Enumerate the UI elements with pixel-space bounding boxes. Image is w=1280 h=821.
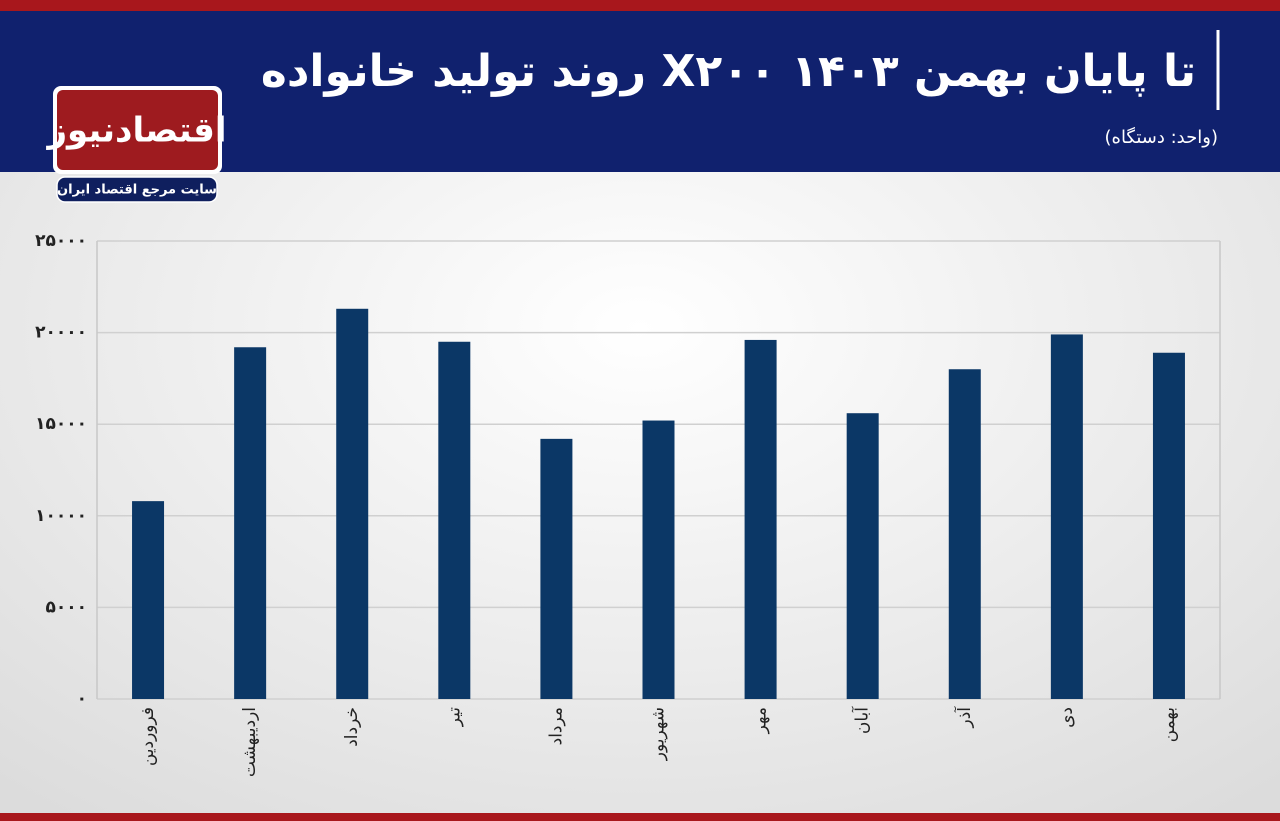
bar (948, 369, 981, 699)
logo-tagline: سایت مرجع اقتصاد ایران (57, 183, 217, 198)
bar (132, 501, 165, 699)
chart-subtitle: (واحد: دستگاه) (1104, 126, 1218, 148)
y-tick-label: ۲۵۰۰۰ (35, 231, 87, 251)
logo-tagline-box (56, 176, 218, 203)
bar (234, 347, 267, 699)
bar (1152, 352, 1185, 699)
y-tick-label: ۱۵۰۰۰ (35, 414, 87, 434)
logo-box (57, 90, 218, 170)
x-tick-label: آذر (953, 706, 975, 729)
bar (336, 308, 369, 699)
bar (642, 420, 675, 699)
bar (846, 413, 879, 699)
y-tick-label: ۰ (77, 689, 87, 709)
x-tick-label: اردیبهشت (240, 707, 260, 777)
x-tick-label: آبان (851, 706, 873, 734)
x-tick-label: فروردین (138, 707, 158, 766)
top-strip (0, 0, 1280, 11)
x-tick-label: خرداد (342, 707, 362, 747)
x-tick-label: تیر (444, 707, 464, 728)
x-tick-label: مرداد (546, 707, 566, 745)
x-tick-label: مهر (751, 707, 771, 734)
x-tick-label: شهریور (649, 707, 669, 761)
y-tick-label: ۵۰۰۰ (45, 597, 87, 617)
bar (438, 341, 471, 699)
x-tick-label: بهمن (1159, 707, 1179, 742)
logo-text: اقتصادنیوز (45, 111, 226, 151)
y-tick-label: ۲۰۰۰۰ (35, 323, 87, 343)
bar (540, 438, 573, 699)
bottom-strip (0, 813, 1280, 821)
bar (744, 339, 777, 699)
y-tick-label: ۱۰۰۰۰ (35, 506, 87, 526)
bar (1050, 334, 1083, 699)
chart-title: روند تولید خانواده X۲۰۰ تا پایان بهمن ۱۴… (261, 46, 1196, 97)
x-tick-label: دی (1057, 707, 1077, 728)
